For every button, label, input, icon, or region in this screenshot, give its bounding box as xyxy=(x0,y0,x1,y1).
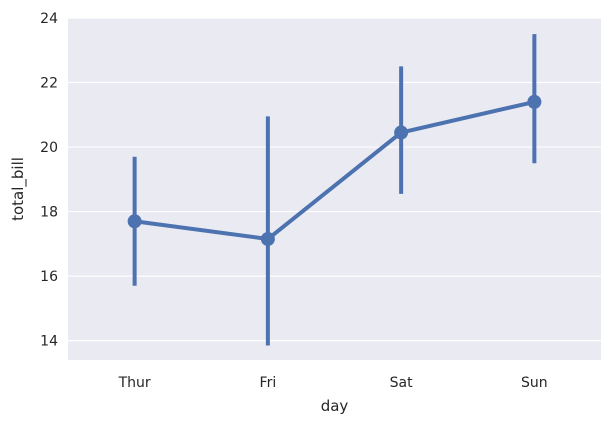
x-tick-label: Sat xyxy=(390,375,413,391)
data-point xyxy=(527,94,542,109)
data-points xyxy=(127,94,542,247)
plot-area xyxy=(68,18,601,360)
y-tick-label: 24 xyxy=(40,11,58,27)
series-line xyxy=(134,99,535,242)
data-point xyxy=(260,232,275,247)
y-tick-label: 16 xyxy=(40,269,58,285)
y-tick-label: 22 xyxy=(40,76,58,92)
y-axis-ticks: 14 16 18 20 22 24 xyxy=(40,11,58,350)
y-tick-label: 14 xyxy=(40,334,58,350)
x-tick-label: Fri xyxy=(260,375,277,391)
y-axis-label: total_bill xyxy=(9,157,28,221)
data-point xyxy=(394,125,409,140)
x-axis-ticks: Thur Fri Sat Sun xyxy=(118,375,548,391)
grid-lines xyxy=(68,17,601,342)
y-tick-label: 18 xyxy=(40,205,58,221)
x-tick-label: Thur xyxy=(118,375,151,391)
data-point xyxy=(127,214,142,229)
x-tick-label: Sun xyxy=(521,375,548,391)
y-tick-label: 20 xyxy=(40,140,58,156)
x-axis-label: day xyxy=(321,397,349,415)
